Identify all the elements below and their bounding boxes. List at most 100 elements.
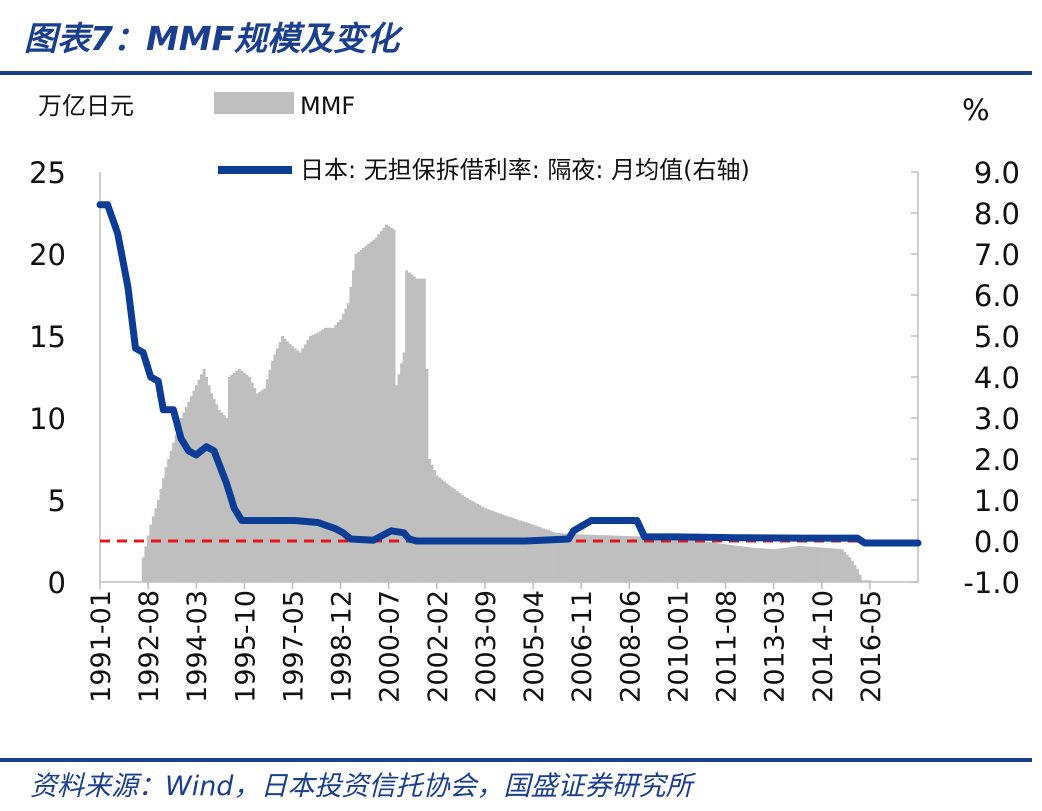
right-tick-label: 5.0 <box>974 320 1020 354</box>
mmf-bar <box>329 327 333 582</box>
mmf-bar <box>293 348 297 582</box>
mmf-bar <box>438 477 442 582</box>
mmf-bar <box>450 487 454 582</box>
mmf-bar <box>427 459 431 582</box>
mmf-bar <box>382 227 386 582</box>
mmf-bar <box>354 254 358 582</box>
mmf-bar <box>747 547 750 582</box>
mmf-bar <box>633 536 637 582</box>
x-tick-label: 2003-09 <box>471 590 502 703</box>
x-tick-label: 2000-07 <box>375 590 406 703</box>
mmf-bar <box>785 547 788 582</box>
mmf-bar <box>260 390 264 582</box>
mmf-bar <box>577 534 581 582</box>
mmf-bar <box>174 434 178 582</box>
mmf-bar <box>243 372 247 582</box>
x-tick-label: 2014-10 <box>808 590 839 703</box>
mmf-bar <box>281 336 285 582</box>
mmf-bar <box>189 396 193 582</box>
left-tick-label: 20 <box>29 238 66 272</box>
mmf-bar <box>263 388 267 582</box>
mmf-bar <box>268 369 272 582</box>
mmf-bar <box>754 547 758 582</box>
mmf-bar <box>455 491 459 582</box>
page-title: 图表7：MMF规模及变化 <box>24 19 400 58</box>
mmf-bar <box>823 547 826 582</box>
mmf-bar <box>650 536 654 582</box>
mmf-bar <box>800 546 804 582</box>
mmf-bar <box>169 450 173 582</box>
mmf-bar <box>628 536 631 582</box>
mmf-bar <box>516 519 520 582</box>
mmf-bar <box>683 538 687 582</box>
left-ticks: 0 5 10 15 20 25 <box>29 156 66 600</box>
mmf-bar <box>296 350 300 582</box>
mmf-bar <box>524 522 528 582</box>
mmf-bar <box>828 548 832 582</box>
mmf-bar <box>572 533 576 582</box>
mmf-bar <box>531 524 535 582</box>
left-tick-label: 25 <box>29 156 66 190</box>
x-tick-label: 2005-04 <box>519 590 550 703</box>
mmf-bar <box>374 237 378 582</box>
mmf-bar <box>298 352 302 582</box>
mmf-bar <box>660 537 664 582</box>
right-unit-label: % <box>962 93 990 127</box>
mmf-bar <box>625 535 629 582</box>
mmf-bar <box>782 547 786 582</box>
mmf-bar <box>567 533 571 582</box>
mmf-bar <box>384 224 388 583</box>
mmf-bar <box>319 331 322 582</box>
mmf-bar <box>407 272 411 582</box>
mmf-bar <box>554 532 558 582</box>
mmf-bar <box>767 548 771 582</box>
mmf-bar <box>141 557 145 582</box>
x-tick-label: 1995-10 <box>230 590 261 703</box>
mmf-bar <box>248 377 252 582</box>
left-tick-label: 5 <box>48 484 66 518</box>
mmf-bar <box>207 385 211 582</box>
mmf-bar <box>448 485 452 582</box>
mmf-bar <box>602 535 606 582</box>
mmf-bar <box>341 314 345 582</box>
right-tick-label: 7.0 <box>974 238 1020 272</box>
mmf-bar <box>321 329 325 582</box>
mmf-bar <box>820 547 824 582</box>
mmf-bar <box>483 508 487 582</box>
legend-rate-label: 日本: 无担保拆借利率: 隔夜: 月均值(右轴) <box>300 156 750 184</box>
right-tick-label: 4.0 <box>974 361 1020 395</box>
mmf-bar <box>255 393 259 582</box>
mmf-bar <box>179 418 183 582</box>
x-tick-label: 2013-03 <box>760 590 791 703</box>
mmf-bar <box>425 368 429 582</box>
mmf-bar <box>372 239 376 582</box>
mmf-bar <box>162 478 165 582</box>
mmf-bar <box>582 534 586 582</box>
mmf-bar <box>493 511 497 582</box>
mmf-bar <box>726 544 730 582</box>
mmf-bar <box>711 542 715 582</box>
mmf-bar <box>276 348 279 582</box>
mmf-bar <box>192 390 196 582</box>
mmf-bar <box>853 565 857 582</box>
mmf-bar <box>389 227 393 582</box>
mmf-bar <box>433 469 436 582</box>
mmf-bar <box>331 327 335 582</box>
rate-line <box>96 201 922 547</box>
mmf-bar <box>663 537 667 582</box>
mmf-bar <box>579 534 583 582</box>
mmf-bar <box>643 536 647 582</box>
mmf-bar <box>676 537 680 582</box>
mmf-bar <box>225 418 229 582</box>
right-tick-label: 6.0 <box>974 279 1020 313</box>
mmf-bar <box>795 546 799 582</box>
mmf-bar <box>605 535 609 582</box>
mmf-bar <box>584 534 588 582</box>
mmf-bar <box>559 533 563 582</box>
mmf-bar <box>397 374 401 582</box>
mmf-bar <box>154 508 158 582</box>
mmf-bar <box>622 535 626 582</box>
mmf-bar <box>812 547 816 582</box>
x-tick-label: 2006-11 <box>567 590 598 703</box>
